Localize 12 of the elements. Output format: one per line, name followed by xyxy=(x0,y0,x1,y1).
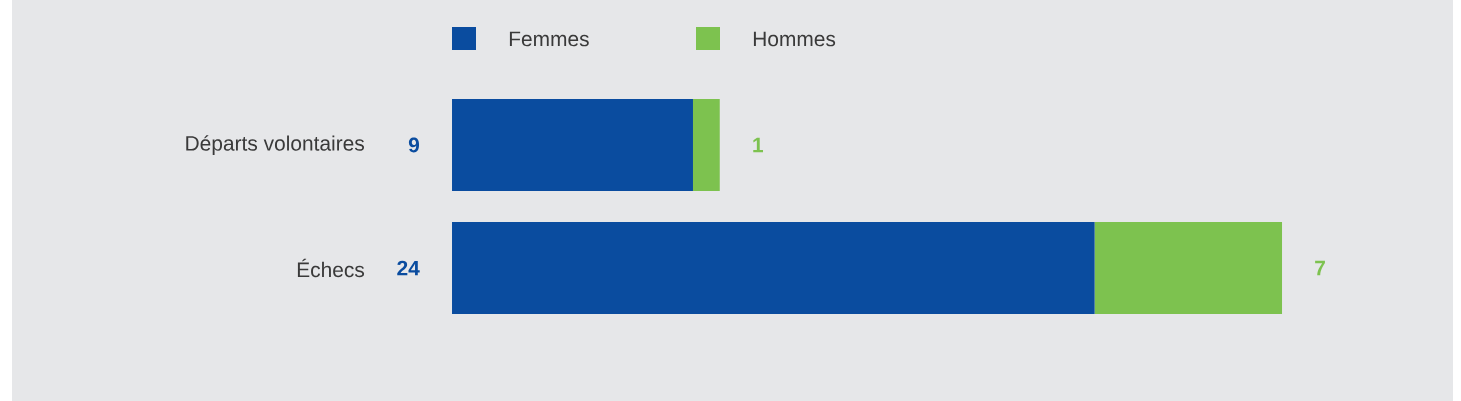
data-label: 24 xyxy=(397,260,420,276)
y-tick-label: Échecs xyxy=(297,258,365,278)
legend-label: Femmes xyxy=(509,31,589,47)
bar xyxy=(452,99,693,192)
y-tick-label: Départs volontaires xyxy=(186,135,364,155)
bar xyxy=(692,99,720,192)
data-label: 9 xyxy=(408,137,420,153)
legend-label: Hommes xyxy=(753,31,836,47)
data-label: 7 xyxy=(1315,260,1325,276)
bar xyxy=(452,222,1095,315)
data-label: 1 xyxy=(753,137,763,153)
bar xyxy=(1094,222,1283,315)
